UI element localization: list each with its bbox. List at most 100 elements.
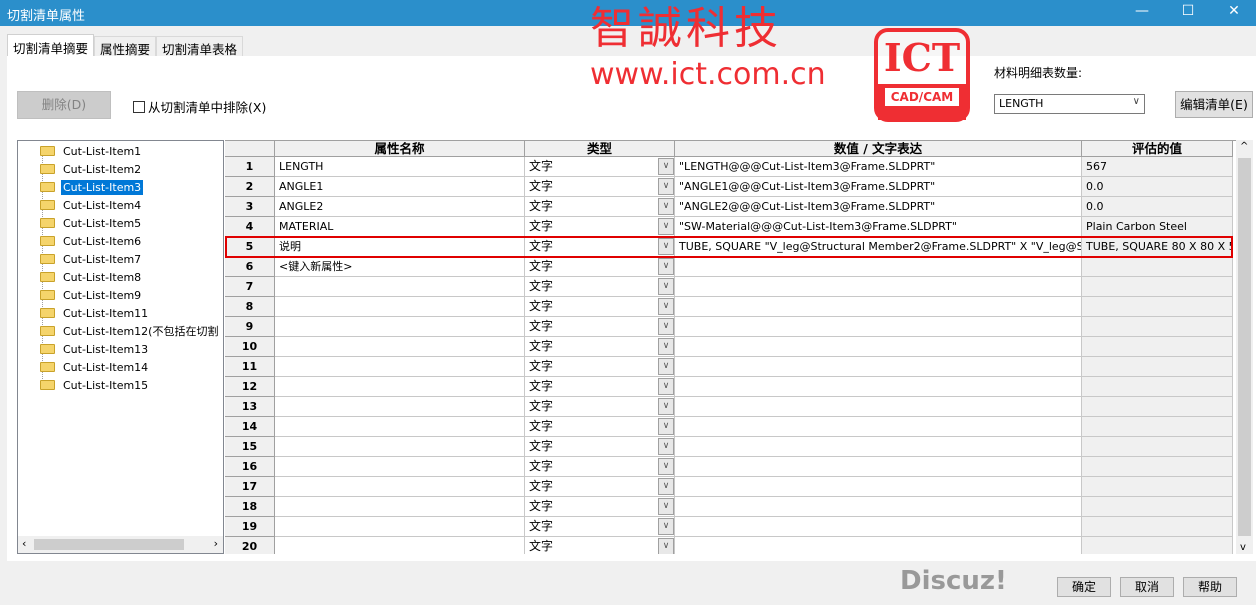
type-cell[interactable]: 文字 ∨ xyxy=(525,277,675,297)
chevron-down-icon[interactable]: v xyxy=(1240,542,1246,553)
tree-item[interactable]: Cut-List-Item1 xyxy=(40,142,143,160)
tree-item[interactable]: Cut-List-Item8 xyxy=(40,268,143,286)
property-name-cell[interactable] xyxy=(275,537,525,554)
value-expression-cell[interactable] xyxy=(675,277,1082,297)
tab-cut-list-summary[interactable]: 切割清单摘要 xyxy=(7,34,95,56)
tree-item[interactable]: Cut-List-Item14 xyxy=(40,358,150,376)
type-cell[interactable]: 文字 ∨ xyxy=(525,537,675,554)
chevron-down-icon[interactable]: ∨ xyxy=(658,458,674,475)
chevron-down-icon[interactable]: ∨ xyxy=(658,418,674,435)
tree-item[interactable]: Cut-List-Item12(不包括在切割 xyxy=(40,322,220,340)
property-name-cell[interactable] xyxy=(275,517,525,537)
value-expression-cell[interactable] xyxy=(675,397,1082,417)
value-expression-cell[interactable] xyxy=(675,457,1082,477)
property-name-cell[interactable] xyxy=(275,357,525,377)
tree-item[interactable]: Cut-List-Item7 xyxy=(40,250,143,268)
value-expression-cell[interactable] xyxy=(675,377,1082,397)
type-cell[interactable]: 文字 ∨ xyxy=(525,237,675,257)
chevron-down-icon[interactable]: ∨ xyxy=(658,358,674,375)
tab-property-summary[interactable]: 属性摘要 xyxy=(94,36,157,57)
property-name-cell[interactable] xyxy=(275,397,525,417)
value-expression-cell[interactable]: "ANGLE1@@@Cut-List-Item3@Frame.SLDPRT" xyxy=(675,177,1082,197)
scroll-thumb[interactable] xyxy=(1238,158,1251,536)
tree-item[interactable]: Cut-List-Item2 xyxy=(40,160,143,178)
tree-item[interactable]: Cut-List-Item9 xyxy=(40,286,143,304)
value-expression-cell[interactable] xyxy=(675,417,1082,437)
help-button[interactable]: 帮助 xyxy=(1183,577,1237,597)
property-name-cell[interactable]: <键入新属性> xyxy=(275,257,525,277)
value-expression-cell[interactable] xyxy=(675,337,1082,357)
tree-item[interactable]: Cut-List-Item15 xyxy=(40,376,150,394)
property-name-cell[interactable]: 说明 xyxy=(275,237,525,257)
minimize-button[interactable]: — xyxy=(1135,3,1149,19)
chevron-down-icon[interactable]: ∨ xyxy=(658,438,674,455)
property-name-cell[interactable] xyxy=(275,377,525,397)
chevron-down-icon[interactable]: ∨ xyxy=(658,498,674,515)
property-name-cell[interactable] xyxy=(275,277,525,297)
scroll-thumb[interactable] xyxy=(34,539,184,550)
type-cell[interactable]: 文字 ∨ xyxy=(525,177,675,197)
chevron-down-icon[interactable]: ∨ xyxy=(658,298,674,315)
tree-item[interactable]: Cut-List-Item13 xyxy=(40,340,150,358)
property-name-cell[interactable]: ANGLE2 xyxy=(275,197,525,217)
chevron-down-icon[interactable]: ∨ xyxy=(658,198,674,215)
horizontal-scrollbar[interactable]: ‹ › xyxy=(18,536,223,553)
tree-item[interactable]: Cut-List-Item3 xyxy=(40,178,144,196)
type-cell[interactable]: 文字 ∨ xyxy=(525,517,675,537)
type-cell[interactable]: 文字 ∨ xyxy=(525,377,675,397)
value-expression-cell[interactable] xyxy=(675,357,1082,377)
close-button[interactable]: ✕ xyxy=(1228,3,1240,19)
qty-select[interactable]: LENGTH ∨ xyxy=(994,94,1145,114)
type-cell[interactable]: 文字 ∨ xyxy=(525,217,675,237)
property-name-cell[interactable] xyxy=(275,497,525,517)
value-expression-cell[interactable] xyxy=(675,517,1082,537)
type-cell[interactable]: 文字 ∨ xyxy=(525,297,675,317)
value-expression-cell[interactable]: TUBE, SQUARE "V_leg@Structural Member2@F… xyxy=(675,237,1082,257)
chevron-down-icon[interactable]: ∨ xyxy=(658,178,674,195)
chevron-down-icon[interactable]: ∨ xyxy=(658,158,674,175)
type-cell[interactable]: 文字 ∨ xyxy=(525,437,675,457)
value-expression-cell[interactable]: "LENGTH@@@Cut-List-Item3@Frame.SLDPRT" xyxy=(675,157,1082,177)
chevron-down-icon[interactable]: ∨ xyxy=(658,518,674,535)
property-name-cell[interactable] xyxy=(275,437,525,457)
delete-button[interactable]: 删除(D) xyxy=(17,91,111,119)
property-name-cell[interactable] xyxy=(275,457,525,477)
ok-button[interactable]: 确定 xyxy=(1057,577,1111,597)
chevron-down-icon[interactable]: ∨ xyxy=(658,538,674,554)
tree-item[interactable]: Cut-List-Item11 xyxy=(40,304,150,322)
value-expression-cell[interactable] xyxy=(675,317,1082,337)
value-expression-cell[interactable] xyxy=(675,257,1082,277)
value-expression-cell[interactable]: "ANGLE2@@@Cut-List-Item3@Frame.SLDPRT" xyxy=(675,197,1082,217)
value-expression-cell[interactable] xyxy=(675,297,1082,317)
tree-item[interactable]: Cut-List-Item5 xyxy=(40,214,143,232)
chevron-down-icon[interactable]: ∨ xyxy=(658,318,674,335)
exclude-checkbox[interactable]: 从切割清单中排除(X) xyxy=(133,97,266,116)
chevron-down-icon[interactable]: ∨ xyxy=(658,378,674,395)
value-expression-cell[interactable]: "SW-Material@@@Cut-List-Item3@Frame.SLDP… xyxy=(675,217,1082,237)
type-cell[interactable]: 文字 ∨ xyxy=(525,337,675,357)
type-cell[interactable]: 文字 ∨ xyxy=(525,317,675,337)
chevron-down-icon[interactable]: ∨ xyxy=(658,478,674,495)
property-name-cell[interactable] xyxy=(275,417,525,437)
property-name-cell[interactable] xyxy=(275,337,525,357)
chevron-down-icon[interactable]: ∨ xyxy=(658,338,674,355)
type-cell[interactable]: 文字 ∨ xyxy=(525,357,675,377)
tab-cut-list-table[interactable]: 切割清单表格 xyxy=(156,36,244,57)
chevron-down-icon[interactable]: ∨ xyxy=(658,398,674,415)
type-cell[interactable]: 文字 ∨ xyxy=(525,477,675,497)
edit-list-button[interactable]: 编辑清单(E) xyxy=(1175,91,1253,118)
chevron-down-icon[interactable]: ∨ xyxy=(658,278,674,295)
property-name-cell[interactable]: MATERIAL xyxy=(275,217,525,237)
tree-item[interactable]: Cut-List-Item4 xyxy=(40,196,143,214)
chevron-right-icon[interactable]: › xyxy=(213,537,218,550)
maximize-button[interactable]: ☐ xyxy=(1181,3,1195,19)
property-name-cell[interactable] xyxy=(275,477,525,497)
vertical-scrollbar[interactable]: ^ v xyxy=(1236,140,1253,554)
value-expression-cell[interactable] xyxy=(675,537,1082,554)
chevron-left-icon[interactable]: ‹ xyxy=(22,537,27,550)
property-name-cell[interactable]: LENGTH xyxy=(275,157,525,177)
type-cell[interactable]: 文字 ∨ xyxy=(525,197,675,217)
type-cell[interactable]: 文字 ∨ xyxy=(525,257,675,277)
chevron-down-icon[interactable]: ∨ xyxy=(658,238,674,255)
chevron-up-icon[interactable]: ^ xyxy=(1240,141,1249,152)
